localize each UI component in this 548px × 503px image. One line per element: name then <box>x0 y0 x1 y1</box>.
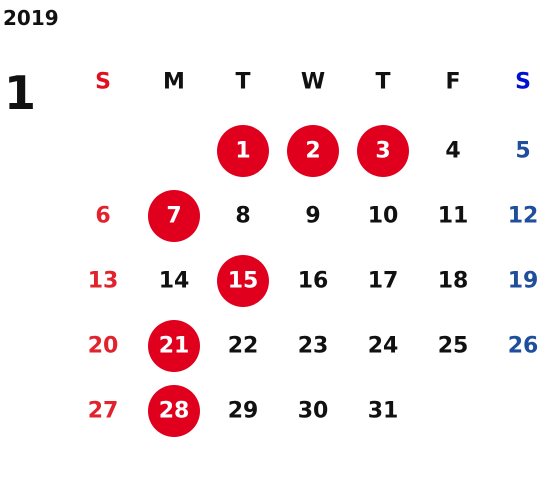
day-number: 7 <box>166 204 181 229</box>
day-number: 22 <box>228 334 259 359</box>
day-number: 10 <box>368 204 399 229</box>
weekday-header: F <box>445 70 460 95</box>
month: 1 <box>4 66 36 120</box>
day-number: 16 <box>298 269 329 294</box>
day-number: 23 <box>298 334 329 359</box>
day-number: 31 <box>368 399 399 424</box>
day-number: 18 <box>438 269 469 294</box>
day-number: 29 <box>228 399 259 424</box>
holiday-marker <box>148 385 200 437</box>
day-number: 3 <box>375 139 390 164</box>
weekday-header: T <box>375 70 390 95</box>
day-number: 24 <box>368 334 399 359</box>
year: 2019 <box>3 6 59 30</box>
day-number: 28 <box>159 399 190 424</box>
weekday-header: S <box>95 70 111 95</box>
day-number: 2 <box>305 139 320 164</box>
weekday-header: M <box>163 70 185 95</box>
weekday-header: S <box>515 70 531 95</box>
day-number: 25 <box>438 334 469 359</box>
day-number: 30 <box>298 399 329 424</box>
day-number: 26 <box>508 334 539 359</box>
day-number: 9 <box>305 204 320 229</box>
day-number: 19 <box>508 269 539 294</box>
day-number: 8 <box>235 204 250 229</box>
holiday-marker <box>217 255 269 307</box>
day-number: 17 <box>368 269 399 294</box>
day-number: 27 <box>88 399 119 424</box>
holiday-marker <box>148 190 200 242</box>
day-number: 1 <box>235 139 250 164</box>
day-number: 12 <box>508 204 539 229</box>
holiday-marker <box>217 125 269 177</box>
holiday-marker <box>148 320 200 372</box>
day-number: 14 <box>159 269 190 294</box>
holiday-marker <box>357 125 409 177</box>
day-number: 15 <box>228 269 259 294</box>
day-number: 21 <box>159 334 190 359</box>
day-number: 5 <box>515 139 530 164</box>
weekday-header: T <box>235 70 250 95</box>
day-number: 4 <box>445 139 460 164</box>
day-number: 11 <box>438 204 469 229</box>
day-number: 6 <box>95 204 110 229</box>
holiday-marker <box>287 125 339 177</box>
weekday-header: W <box>301 70 325 95</box>
day-number: 13 <box>88 269 119 294</box>
day-number: 20 <box>88 334 119 359</box>
